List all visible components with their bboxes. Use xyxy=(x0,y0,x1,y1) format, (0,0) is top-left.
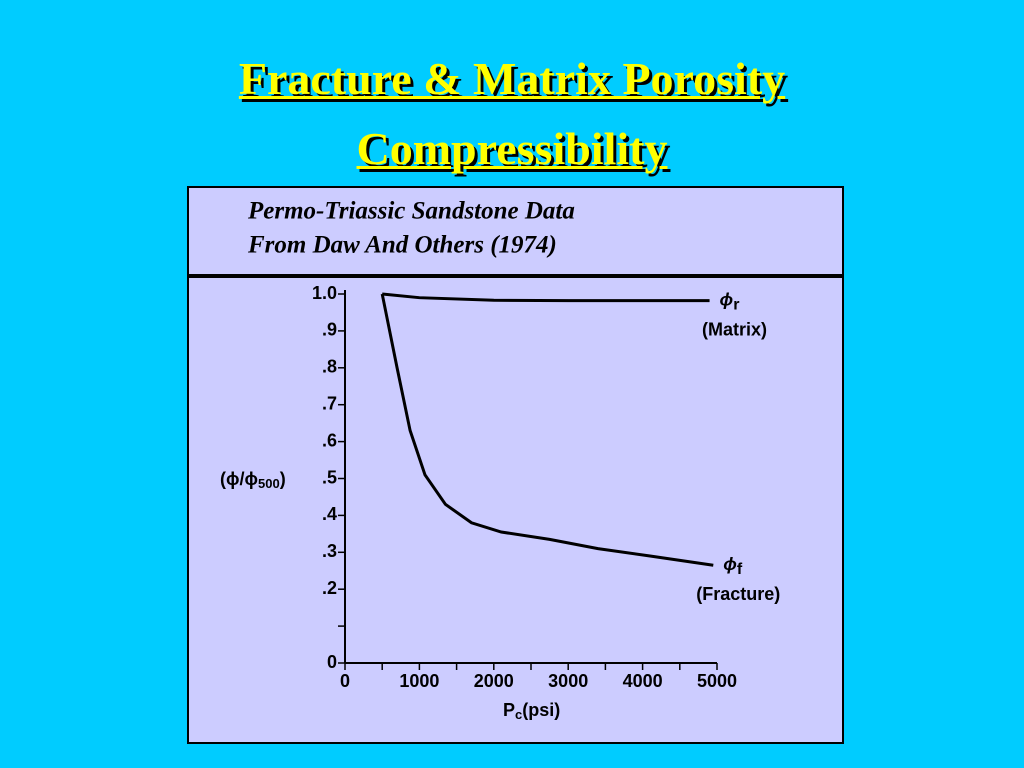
x-axis-label-part: (psi) xyxy=(522,700,560,720)
series-symbol-char: ϕ xyxy=(720,289,734,309)
y-tick-label: 1.0 xyxy=(312,283,337,303)
series-symbol: ϕr xyxy=(720,289,740,313)
y-axis-label-part: ) xyxy=(280,469,286,489)
y-tick-label: .8 xyxy=(322,357,337,377)
y-tick-label: .7 xyxy=(322,393,337,413)
y-tick-label: .2 xyxy=(322,578,337,598)
chart-panel xyxy=(187,186,844,744)
series-name: (Matrix) xyxy=(702,319,767,339)
y-tick-label: .6 xyxy=(322,430,337,450)
x-tick-label: 1000 xyxy=(399,671,439,691)
series-symbol: ϕf xyxy=(723,554,743,578)
series-symbol-sub: r xyxy=(733,297,739,314)
x-axis-label: Pc(psi) xyxy=(503,700,560,723)
x-tick-label: 5000 xyxy=(697,671,737,691)
series-line xyxy=(380,293,714,567)
x-axis-label-part: P xyxy=(503,700,515,720)
y-tick-label: .9 xyxy=(322,320,337,340)
x-tick-label: 2000 xyxy=(474,671,514,691)
y-tick-label: .3 xyxy=(322,541,337,561)
series-symbol-char: ϕ xyxy=(723,554,737,574)
y-tick-label: .4 xyxy=(322,504,337,524)
y-axis-label: (ϕ/ϕ500) xyxy=(220,469,286,492)
y-axis-label-part: 500 xyxy=(258,476,280,491)
slide-title: Fracture & Matrix Porosity xyxy=(238,53,786,104)
header-text: From Daw And Others (1974) xyxy=(247,232,557,259)
y-axis-label-part: (ϕ/ϕ xyxy=(220,469,258,489)
x-tick-label: 3000 xyxy=(548,671,588,691)
y-tick-label: .5 xyxy=(322,467,337,487)
series-symbol-sub: f xyxy=(737,561,743,578)
series-name: (Fracture) xyxy=(696,584,780,604)
x-tick-label: 0 xyxy=(340,671,350,691)
slide-title: Compressibility xyxy=(356,123,668,174)
y-tick-label: 0 xyxy=(327,652,337,672)
header-text: Permo-Triassic Sandstone Data xyxy=(247,198,575,225)
x-axis-label-part: c xyxy=(515,707,522,722)
series-line xyxy=(382,292,710,303)
x-tick-label: 4000 xyxy=(623,671,663,691)
